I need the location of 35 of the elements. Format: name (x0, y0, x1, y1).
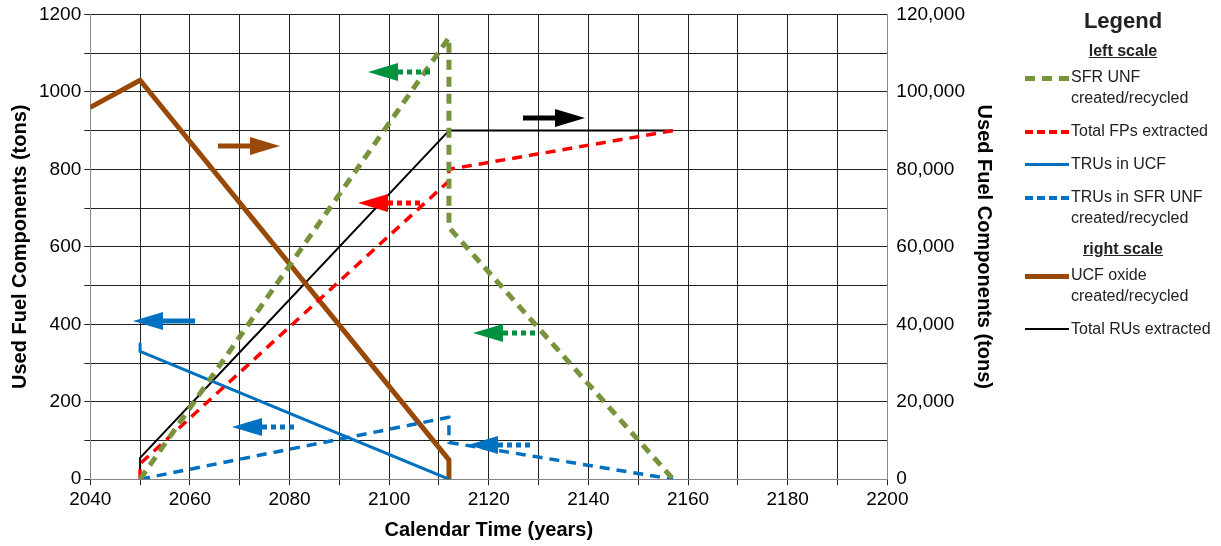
y-tick-label: 400 (49, 312, 82, 334)
x-tick-label: 2100 (368, 487, 411, 509)
y-tick-label: 200 (49, 389, 82, 411)
y-tick-label: 600 (49, 235, 82, 257)
x-tick-label: 2080 (268, 487, 311, 509)
y-tick-label: 800 (49, 157, 82, 179)
legend-label: Total RUs extracted (1071, 319, 1212, 339)
x-tick-label: 2040 (69, 487, 112, 509)
text: right scale (1082, 240, 1164, 258)
y2-tick-label: 0 (896, 467, 907, 489)
y-tick-label: 1200 (38, 2, 82, 24)
legend-label: Total FPs extracted (1071, 121, 1209, 141)
x-tick-label: 2180 (766, 487, 809, 509)
y2-tick-label: 20,000 (896, 389, 955, 411)
y2-axis-title: Used Fuel Components (tons) (974, 104, 997, 390)
legend-label: SFR UNF created/recycled (1071, 67, 1190, 108)
x-tick-label: 2160 (666, 487, 710, 509)
x-tick-label: 2120 (467, 487, 510, 509)
legend-label: UCF oxide created/recycled (1071, 265, 1190, 306)
y-axis-title: Used Fuel Components (tons) (7, 104, 30, 390)
x-axis-title: Calendar Time (years) (384, 517, 594, 540)
y2-tick-label: 60,000 (896, 235, 955, 257)
y2-tick-label: 120,000 (896, 2, 966, 24)
legend-label: TRUs in SFR UNF created/recycled (1071, 187, 1204, 228)
y2-tick-label: 80,000 (896, 157, 955, 179)
x-tick-label: 2140 (567, 487, 610, 509)
x-tick-label: 2200 (866, 487, 909, 509)
legend-label: TRUs in UCF (1071, 154, 1168, 174)
text: left scale (1087, 42, 1159, 60)
y2-tick-label: 40,000 (896, 312, 955, 334)
y-tick-label: 1000 (38, 80, 82, 102)
y2-tick-label: 100,000 (896, 80, 966, 102)
x-tick-label: 2060 (168, 487, 212, 509)
legend-title: Legend (1082, 8, 1164, 34)
y-tick-label: 0 (70, 467, 82, 489)
